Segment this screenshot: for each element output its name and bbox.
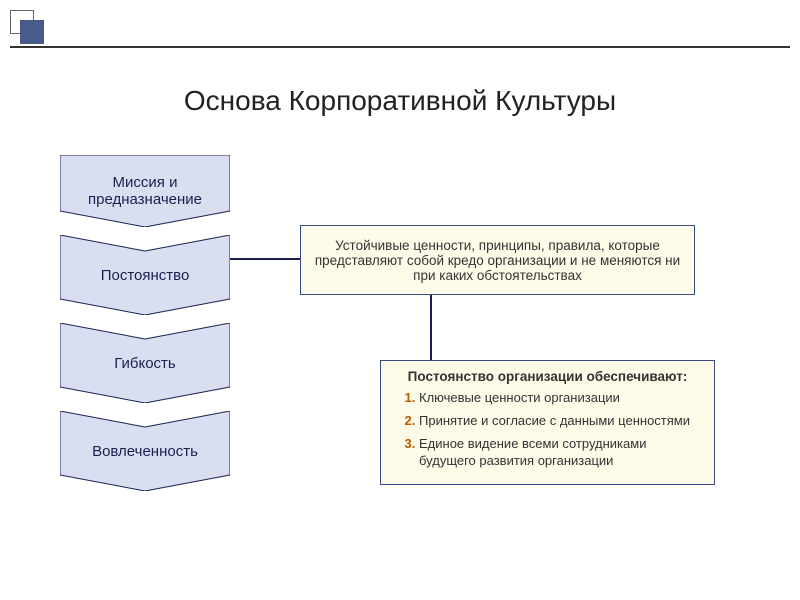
top-divider-line bbox=[10, 46, 790, 48]
chevron-stack: Миссия и предназначение ПостоянствоГибкос… bbox=[60, 155, 230, 499]
chevron-label: Постоянство bbox=[60, 235, 230, 315]
chevron-label: Вовлеченность bbox=[60, 411, 230, 491]
info-box-consistency: Постоянство организации обеспечивают: Кл… bbox=[380, 360, 715, 485]
info-box-consistency-list: Ключевые ценности организации Принятие и… bbox=[413, 390, 702, 470]
connector-h1 bbox=[230, 258, 300, 260]
chevron-box: Миссия и предназначение bbox=[60, 155, 230, 227]
connector-v1 bbox=[430, 295, 432, 360]
chevron-label: Миссия и предназначение bbox=[60, 155, 230, 227]
chevron-box: Вовлеченность bbox=[60, 411, 230, 491]
chevron-label: Гибкость bbox=[60, 323, 230, 403]
info-box-values: Устойчивые ценности, принципы, правила, … bbox=[300, 225, 695, 295]
list-item: Единое видение всеми сотрудниками будуще… bbox=[419, 436, 702, 470]
chevron-box: Постоянство bbox=[60, 235, 230, 315]
chevron-box: Гибкость bbox=[60, 323, 230, 403]
slide-title: Основа Корпоративной Культуры bbox=[0, 85, 800, 117]
decoration-square-filled bbox=[20, 20, 44, 44]
info-box-values-text: Устойчивые ценности, принципы, правила, … bbox=[313, 238, 682, 283]
list-item: Ключевые ценности организации bbox=[419, 390, 702, 407]
info-box-consistency-title: Постоянство организации обеспечивают: bbox=[393, 369, 702, 384]
list-item: Принятие и согласие с данными ценностями bbox=[419, 413, 702, 430]
